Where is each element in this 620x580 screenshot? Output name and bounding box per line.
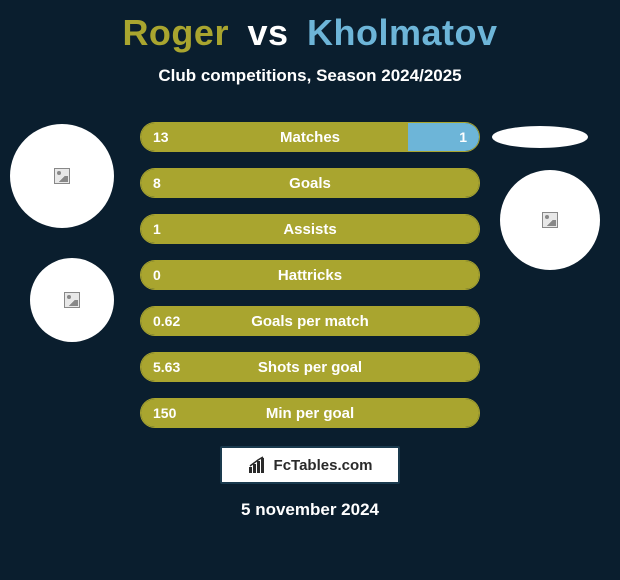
player1-avatar: [10, 124, 114, 228]
bar-left-fill: [141, 123, 408, 151]
image-placeholder-icon: [54, 168, 70, 184]
bar-chart-icon: [248, 456, 270, 474]
image-placeholder-icon: [64, 292, 80, 308]
stat-bar: 131Matches: [140, 122, 480, 152]
branding-text: FcTables.com: [274, 457, 373, 474]
branding-box: FcTables.com: [220, 446, 400, 484]
comparison-bars: 131Matches 8Goals 1Assists 0Hattricks 0.62Go…: [140, 122, 480, 444]
player2-avatar: [492, 126, 588, 148]
image-placeholder-icon: [542, 212, 558, 228]
subtitle: Club competitions, Season 2024/2025: [0, 66, 620, 86]
bar-left-fill: [141, 353, 479, 381]
player2-club: [500, 170, 600, 270]
bar-right-fill: [408, 123, 479, 151]
stat-bar: 5.63Shots per goal: [140, 352, 480, 382]
bar-left-fill: [141, 307, 479, 335]
stat-bar: 150Min per goal: [140, 398, 480, 428]
stat-bar: 1Assists: [140, 214, 480, 244]
page-title: Roger vs Kholmatov: [0, 0, 620, 54]
stat-bar: 0Hattricks: [140, 260, 480, 290]
stat-bar: 8Goals: [140, 168, 480, 198]
player1-club: [30, 258, 114, 342]
bar-left-fill: [141, 169, 479, 197]
title-player2: Kholmatov: [307, 12, 498, 53]
title-vs: vs: [247, 12, 288, 53]
stat-bar: 0.62Goals per match: [140, 306, 480, 336]
bar-left-fill: [141, 399, 479, 427]
bar-left-fill: [141, 215, 479, 243]
bar-left-fill: [141, 261, 479, 289]
title-player1: Roger: [122, 12, 229, 53]
date-label: 5 november 2024: [0, 500, 620, 520]
